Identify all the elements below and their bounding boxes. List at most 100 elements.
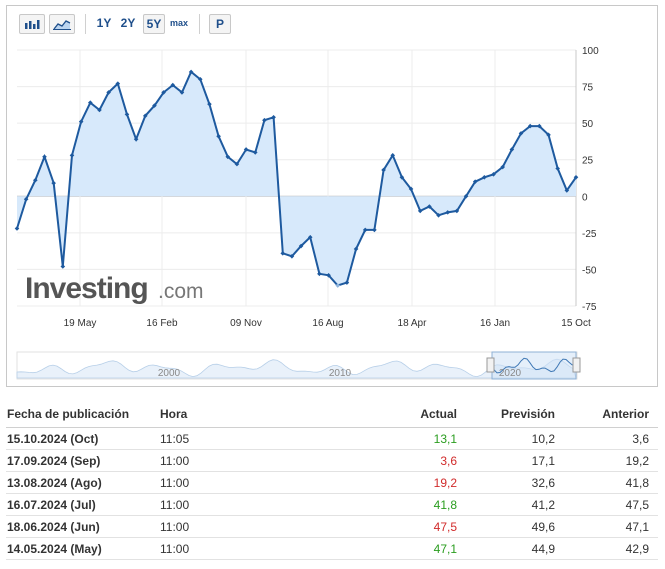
data-point[interactable] [564,188,570,193]
data-point[interactable] [307,234,313,240]
data-point[interactable] [262,117,267,123]
data-point[interactable] [335,283,341,288]
data-point[interactable] [427,204,432,209]
navigator-right-handle[interactable] [572,357,581,373]
data-point[interactable] [482,174,487,180]
data-point[interactable] [573,174,579,180]
data-point[interactable] [537,123,542,129]
data-point[interactable] [188,69,194,75]
data-point[interactable] [399,174,405,180]
row-forecast: 49,6 [531,519,555,534]
row-previous: 41,8 [625,475,649,490]
y-tick-label: -75 [582,302,597,313]
data-point[interactable] [518,131,524,136]
data-point[interactable] [280,251,286,256]
navigator-label-2010: 2010 [329,368,352,379]
data-point[interactable] [88,100,93,105]
y-tick-label: 100 [582,46,599,57]
data-point[interactable] [225,154,231,160]
x-tick-label: 18 Apr [398,318,428,329]
row-previous: 42,9 [625,541,649,556]
row-time: 11:05 [160,431,190,446]
data-point[interactable] [546,132,551,138]
data-point[interactable] [42,154,47,160]
data-point[interactable] [353,246,359,252]
table-row: 17.09.2024 (Sep) 11:00 3,6 17,1 19,2 [6,450,658,472]
data-point[interactable] [14,226,20,231]
row-date: 17.09.2024 (Sep) [7,453,101,468]
data-point[interactable] [69,153,75,158]
y-axis: 100 75 50 25 0 -25 -50 -75 [582,46,599,313]
data-point[interactable] [298,243,304,249]
row-actual: 41,8 [433,497,457,512]
range-2y-button[interactable]: 2Y [120,16,136,30]
data-point[interactable] [97,107,102,113]
row-time: 11:00 [160,497,190,512]
data-point[interactable] [436,213,441,218]
data-point[interactable] [142,113,148,119]
data-point[interactable] [152,103,157,108]
data-point[interactable] [344,280,350,285]
row-time: 11:00 [160,541,190,556]
data-point[interactable] [207,101,212,107]
data-point[interactable] [216,134,221,139]
row-date: 15.10.2024 (Oct) [7,431,99,446]
x-tick-label: 16 Feb [146,318,178,329]
area-chart-icon [53,20,71,30]
data-point[interactable] [289,253,295,259]
data-point[interactable] [491,172,496,177]
print-button[interactable]: P [209,14,231,34]
header-date[interactable]: Fecha de publicación [7,406,130,421]
row-time: 11:00 [160,453,190,468]
y-tick-label: -50 [582,265,597,276]
area-chart-button[interactable] [49,14,75,34]
navigator[interactable]: 2000 2010 2020 [16,351,581,380]
data-point[interactable] [197,76,203,82]
data-point[interactable] [60,264,66,269]
bar-chart-button[interactable] [19,14,45,34]
data-point[interactable] [527,123,533,129]
data-point[interactable] [252,150,258,155]
data-point[interactable] [381,167,386,173]
range-5y-button[interactable]: 5Y [143,14,165,34]
data-point[interactable] [234,161,240,167]
data-point[interactable] [472,179,478,184]
data-point[interactable] [243,147,249,152]
data-point[interactable] [51,180,56,186]
data-point[interactable] [362,227,368,233]
data-point[interactable] [115,81,121,86]
navigator-left-handle[interactable] [486,357,495,373]
data-point[interactable] [509,147,515,152]
data-point[interactable] [372,227,377,233]
data-point[interactable] [23,196,29,202]
table-row: 14.05.2024 (May) 11:00 47,1 44,9 42,9 [6,538,658,560]
data-point[interactable] [555,166,560,171]
data-point[interactable] [106,90,111,95]
data-point[interactable] [454,208,460,214]
data-point[interactable] [417,208,423,214]
y-tick-label: -25 [582,229,597,240]
row-forecast: 32,6 [531,475,555,490]
data-point[interactable] [317,271,322,277]
y-tick-label: 0 [582,192,588,203]
data-point[interactable] [170,82,176,88]
data-point[interactable] [500,164,505,170]
data-point[interactable] [161,90,166,95]
data-point[interactable] [390,153,396,158]
economic-chart: 100 75 50 25 0 -25 -50 -75 19 May 16 Feb 09 Nov 16… [14,46,599,380]
data-point[interactable] [33,177,38,183]
range-max-button[interactable]: max [169,18,188,28]
navigator-label-2020: 2020 [499,368,522,379]
data-point[interactable] [326,272,331,278]
data-point[interactable] [445,210,451,215]
row-previous: 3,6 [632,431,649,446]
data-point[interactable] [78,119,84,124]
data-point[interactable] [133,136,139,142]
range-1y-button[interactable]: 1Y [96,16,112,30]
watermark-brand: Investing [25,272,148,305]
data-point[interactable] [271,114,276,120]
x-tick-label: 16 Jan [480,318,510,329]
data-point[interactable] [463,193,469,199]
data-point[interactable] [179,90,185,95]
data-point[interactable] [408,186,414,192]
